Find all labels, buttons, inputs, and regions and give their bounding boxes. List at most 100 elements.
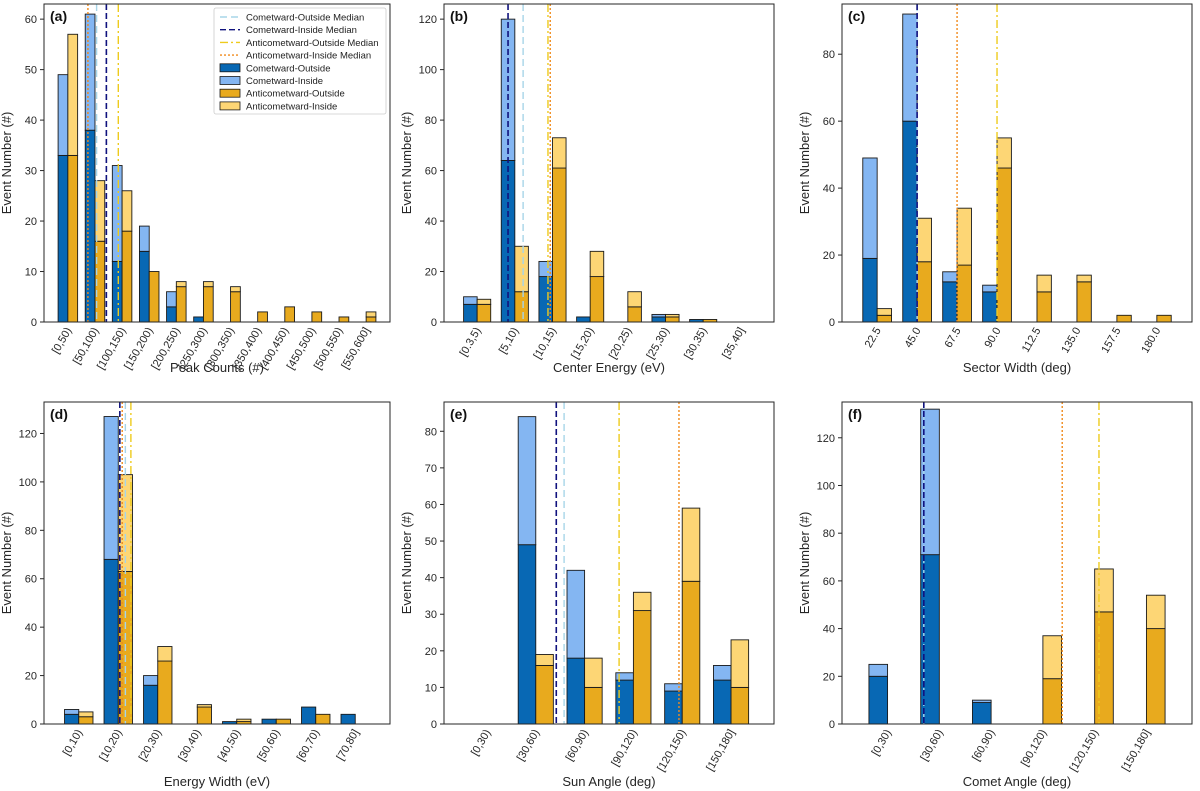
plot-area bbox=[43, 401, 391, 725]
y-tick-label: 100 bbox=[19, 477, 37, 489]
y-tick-label: 0 bbox=[31, 719, 37, 731]
y-tick-label: 50 bbox=[25, 65, 37, 77]
x-axis-label: Energy Width (eV) bbox=[164, 774, 270, 789]
x-tick-label: 22.5 bbox=[863, 326, 884, 351]
bar-anticometward-outside bbox=[1094, 611, 1114, 725]
y-axis-label: Event Number (#) bbox=[399, 512, 414, 615]
bar-anticometward-outside bbox=[632, 610, 652, 725]
y-tick-label: 20 bbox=[823, 250, 835, 262]
x-tick-label: 45.0 bbox=[903, 326, 924, 351]
plot-frame bbox=[443, 401, 775, 725]
legend-entry-label: Anticometward-Inside Median bbox=[246, 51, 371, 62]
panel-label: (d) bbox=[50, 406, 68, 422]
bar-anticometward-outside bbox=[514, 291, 529, 323]
legend-entry-label: Anticometward-Outside Median bbox=[246, 38, 379, 49]
bar-cometward-inside bbox=[982, 284, 998, 293]
plot-area bbox=[443, 3, 775, 323]
x-tick-label: [40,50) bbox=[216, 728, 244, 764]
bar-cometward-inside bbox=[862, 157, 878, 259]
x-tick-label: [10,15) bbox=[532, 326, 560, 362]
y-tick-label: 100 bbox=[419, 65, 437, 77]
bar-anticometward-inside bbox=[157, 646, 173, 662]
panel-d: [0,10) [10,20) [20,30) [30,40) [40,50) [50,60… bbox=[0, 401, 391, 789]
legend-swatch-patch bbox=[219, 63, 241, 73]
plot-area bbox=[841, 401, 1193, 725]
bar-anticometward-outside bbox=[67, 154, 79, 323]
y-tick-label: 60 bbox=[425, 166, 437, 178]
x-tick-label: [150,180] bbox=[704, 728, 737, 774]
y-tick-label: 10 bbox=[25, 267, 37, 279]
y-tick-label: 30 bbox=[25, 166, 37, 178]
legend: Cometward-Outside MedianCometward-Inside… bbox=[213, 7, 387, 115]
y-tick-label: 0 bbox=[829, 317, 835, 329]
y-tick-label: 80 bbox=[425, 426, 437, 438]
bar-anticometward-outside bbox=[665, 316, 680, 323]
bar-anticometward-inside bbox=[175, 281, 187, 288]
y-tick-label: 80 bbox=[25, 525, 37, 537]
y-tick-label: 70 bbox=[425, 463, 437, 475]
bar-cometward-inside bbox=[57, 74, 69, 156]
bar-anticometward-inside bbox=[584, 657, 603, 688]
y-tick-label: 40 bbox=[25, 115, 37, 127]
bar-anticometward-inside bbox=[1036, 274, 1052, 293]
bar-anticometward-outside bbox=[589, 276, 605, 323]
x-axis-label: Peak Counts (#) bbox=[170, 360, 264, 375]
y-tick-label: 40 bbox=[425, 573, 437, 585]
x-tick-label: [90,120) bbox=[609, 728, 640, 769]
x-tick-label: [30,60) bbox=[515, 728, 543, 764]
bar-anticometward-outside bbox=[148, 271, 160, 323]
bar-anticometward-outside bbox=[78, 716, 94, 725]
x-tick-label: [0,50) bbox=[50, 326, 74, 356]
y-axis-label: Event Number (#) bbox=[0, 512, 14, 615]
bar-anticometward-inside bbox=[552, 137, 567, 169]
bar-anticometward-inside bbox=[627, 291, 642, 308]
x-tick-label: [50,100) bbox=[71, 326, 102, 367]
legend-entry-label: Cometward-Outside bbox=[246, 63, 330, 74]
bar-cometward-outside bbox=[111, 260, 123, 323]
panel-label: (b) bbox=[450, 8, 468, 24]
y-tick-label: 0 bbox=[31, 317, 37, 329]
bar-cometward-inside bbox=[64, 709, 80, 715]
bar-anticometward-inside bbox=[632, 591, 652, 612]
y-tick-label: 60 bbox=[425, 499, 437, 511]
bar-cometward-outside bbox=[566, 657, 586, 725]
plot-frame bbox=[841, 401, 1193, 725]
y-tick-label: 120 bbox=[817, 433, 835, 445]
bar-cometward-outside bbox=[868, 675, 889, 725]
panel-label: (a) bbox=[50, 8, 67, 24]
bar-anticometward-inside bbox=[681, 507, 701, 582]
bar-cometward-outside bbox=[651, 316, 666, 323]
x-tick-label: 90.0 bbox=[983, 326, 1004, 351]
plot-frame bbox=[43, 3, 391, 323]
y-tick-label: 40 bbox=[823, 183, 835, 195]
y-tick-label: 40 bbox=[823, 624, 835, 636]
bar-anticometward-inside bbox=[535, 654, 554, 666]
bar-anticometward-outside bbox=[315, 713, 331, 725]
x-tick-label: [30,35) bbox=[682, 326, 710, 362]
bar-cometward-outside bbox=[538, 276, 553, 323]
bar-cometward-inside bbox=[868, 663, 889, 677]
x-tick-label: [30,40) bbox=[176, 728, 204, 764]
x-tick-label: [20,30) bbox=[137, 728, 165, 764]
bar-cometward-outside bbox=[972, 702, 992, 725]
x-tick-label: [50,60) bbox=[255, 728, 283, 764]
legend-entry-label: Cometward-Inside bbox=[246, 76, 323, 87]
bar-cometward-inside bbox=[902, 13, 918, 122]
bar-cometward-outside bbox=[57, 154, 69, 323]
legend-swatch-patch bbox=[219, 88, 241, 98]
legend-box bbox=[213, 7, 387, 115]
panel-label: (e) bbox=[450, 406, 467, 422]
x-tick-label: [0,10) bbox=[61, 728, 85, 758]
bar-cometward-inside bbox=[651, 313, 666, 318]
bar-anticometward-inside bbox=[916, 217, 932, 263]
x-tick-label: [35,40] bbox=[720, 326, 747, 361]
bar-anticometward-outside bbox=[311, 311, 323, 323]
bar-anticometward-outside bbox=[1076, 281, 1092, 323]
bar-anticometward-inside bbox=[589, 250, 605, 278]
y-tick-label: 80 bbox=[823, 49, 835, 61]
y-tick-label: 60 bbox=[823, 576, 835, 588]
bar-anticometward-inside bbox=[514, 245, 529, 293]
bar-anticometward-outside bbox=[157, 660, 173, 725]
y-axis-label: Event Number (#) bbox=[797, 112, 812, 215]
y-tick-label: 30 bbox=[425, 609, 437, 621]
